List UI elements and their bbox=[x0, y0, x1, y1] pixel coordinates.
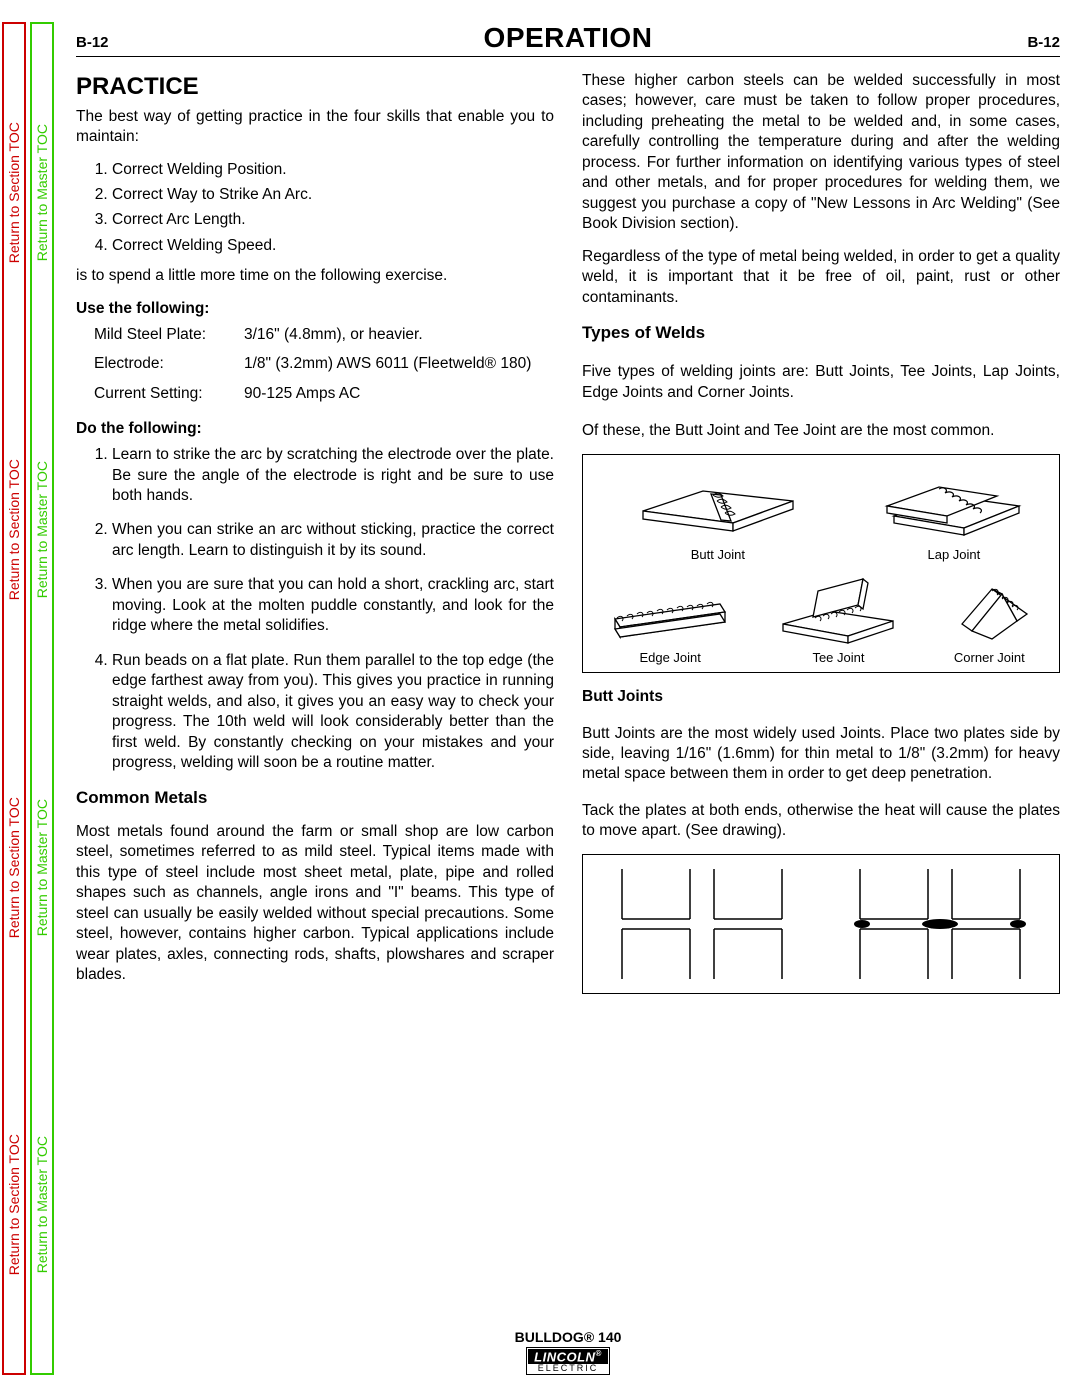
return-master-toc-link[interactable]: Return to Master TOC bbox=[32, 699, 52, 1036]
tee-joint-figure: Tee Joint bbox=[773, 569, 903, 666]
page-footer: BULLDOG® 140 LINCOLN® ELECTRIC bbox=[76, 1329, 1060, 1375]
return-master-toc-link[interactable]: Return to Master TOC bbox=[32, 24, 52, 361]
spec-value: 90-125 Amps AC bbox=[244, 384, 554, 404]
butt-joints-body: Butt Joints are the most widely used Joi… bbox=[582, 724, 1060, 785]
types-of-welds-heading: Types of Welds bbox=[582, 322, 1060, 344]
spec-row: Current Setting: 90-125 Amps AC bbox=[94, 384, 554, 404]
return-master-toc-link[interactable]: Return to Master TOC bbox=[32, 1036, 52, 1373]
skill-item: Correct Welding Speed. bbox=[112, 236, 554, 256]
lap-joint-figure: Lap Joint bbox=[855, 461, 1053, 563]
tack-untacked-icon bbox=[602, 869, 802, 979]
edge-joint-figure: Edge Joint bbox=[605, 574, 735, 666]
logo-brand-bottom: ELECTRIC bbox=[528, 1364, 608, 1373]
weld-types-diagram: Butt Joint bbox=[582, 454, 1060, 673]
spec-key: Electrode: bbox=[94, 354, 244, 374]
corner-joint-icon bbox=[942, 569, 1037, 649]
use-following-heading: Use the following: bbox=[76, 299, 554, 319]
step-item: When you are sure that you can hold a sh… bbox=[112, 575, 554, 636]
return-section-toc-link[interactable]: Return to Section TOC bbox=[4, 1036, 24, 1373]
step-item: When you can strike an arc without stick… bbox=[112, 520, 554, 561]
spec-key: Mild Steel Plate: bbox=[94, 325, 244, 345]
spec-row: Electrode: 1/8" (3.2mm) AWS 6011 (Fleetw… bbox=[94, 354, 554, 374]
edge-joint-icon bbox=[605, 574, 735, 649]
tee-joint-icon bbox=[773, 569, 903, 649]
common-metals-heading: Common Metals bbox=[76, 787, 554, 809]
page-header: B-12 OPERATION B-12 bbox=[76, 22, 1060, 57]
practice-intro: The best way of getting practice in the … bbox=[76, 107, 554, 148]
butt-joint-figure: Butt Joint bbox=[589, 461, 847, 563]
edge-joint-label: Edge Joint bbox=[605, 649, 735, 666]
spec-row: Mild Steel Plate: 3/16" (4.8mm), or heav… bbox=[94, 325, 554, 345]
spec-value: 1/8" (3.2mm) AWS 6011 (Fleetweld® 180) bbox=[244, 354, 554, 374]
types-common: Of these, the Butt Joint and Tee Joint a… bbox=[582, 421, 1060, 441]
skill-item: Correct Way to Strike An Arc. bbox=[112, 185, 554, 205]
return-section-toc-link[interactable]: Return to Section TOC bbox=[4, 361, 24, 698]
logo-brand-top: LINCOLN® bbox=[528, 1349, 608, 1364]
skill-item: Correct Welding Position. bbox=[112, 160, 554, 180]
types-intro: Five types of welding joints are: Butt J… bbox=[582, 362, 1060, 403]
butt-joints-subheading: Butt Joints bbox=[582, 687, 1060, 707]
spec-value: 3/16" (4.8mm), or heavier. bbox=[244, 325, 554, 345]
left-column: PRACTICE The best way of getting practic… bbox=[76, 71, 554, 1008]
return-section-toc-link[interactable]: Return to Section TOC bbox=[4, 699, 24, 1036]
page-number-right: B-12 bbox=[1027, 34, 1060, 51]
materials-spec-table: Mild Steel Plate: 3/16" (4.8mm), or heav… bbox=[94, 325, 554, 404]
product-name: BULLDOG® 140 bbox=[76, 1329, 1060, 1345]
lap-joint-icon bbox=[879, 461, 1029, 546]
regardless-paragraph: Regardless of the type of metal being we… bbox=[582, 247, 1060, 308]
return-master-toc-link[interactable]: Return to Master TOC bbox=[32, 361, 52, 698]
page-content: B-12 OPERATION B-12 PRACTICE The best wa… bbox=[76, 22, 1060, 1375]
tack-plates-body: Tack the plates at both ends, otherwise … bbox=[582, 801, 1060, 842]
tack-weld-diagram bbox=[582, 854, 1060, 994]
spec-key: Current Setting: bbox=[94, 384, 244, 404]
right-column: These higher carbon steels can be welded… bbox=[582, 71, 1060, 1008]
tack-tacked-icon bbox=[840, 869, 1040, 979]
side-navigation-tabs: Return to Section TOC Return to Section … bbox=[0, 22, 56, 1375]
step-item: Run beads on a flat plate. Run them para… bbox=[112, 651, 554, 774]
tee-joint-label: Tee Joint bbox=[773, 649, 903, 666]
return-section-toc-link[interactable]: Return to Section TOC bbox=[4, 24, 24, 361]
page-number-left: B-12 bbox=[76, 34, 109, 51]
page-title: OPERATION bbox=[484, 22, 653, 54]
lap-joint-label: Lap Joint bbox=[855, 546, 1053, 563]
practice-steps-list: Learn to strike the arc by scratching th… bbox=[76, 445, 554, 773]
master-toc-column: Return to Master TOC Return to Master TO… bbox=[30, 22, 54, 1375]
higher-carbon-paragraph: These higher carbon steels can be welded… bbox=[582, 71, 1060, 235]
skills-list: Correct Welding Position. Correct Way to… bbox=[76, 160, 554, 257]
practice-heading: PRACTICE bbox=[76, 71, 554, 103]
section-toc-column: Return to Section TOC Return to Section … bbox=[2, 22, 26, 1375]
step-item: Learn to strike the arc by scratching th… bbox=[112, 445, 554, 506]
corner-joint-label: Corner Joint bbox=[942, 649, 1037, 666]
butt-joint-label: Butt Joint bbox=[589, 546, 847, 563]
skill-item: Correct Arc Length. bbox=[112, 210, 554, 230]
butt-joint-icon bbox=[633, 461, 803, 546]
lincoln-electric-logo: LINCOLN® ELECTRIC bbox=[526, 1347, 610, 1375]
common-metals-body: Most metals found around the farm or sma… bbox=[76, 822, 554, 986]
do-following-heading: Do the following: bbox=[76, 419, 554, 439]
corner-joint-figure: Corner Joint bbox=[942, 569, 1037, 666]
practice-outro: is to spend a little more time on the fo… bbox=[76, 266, 554, 286]
